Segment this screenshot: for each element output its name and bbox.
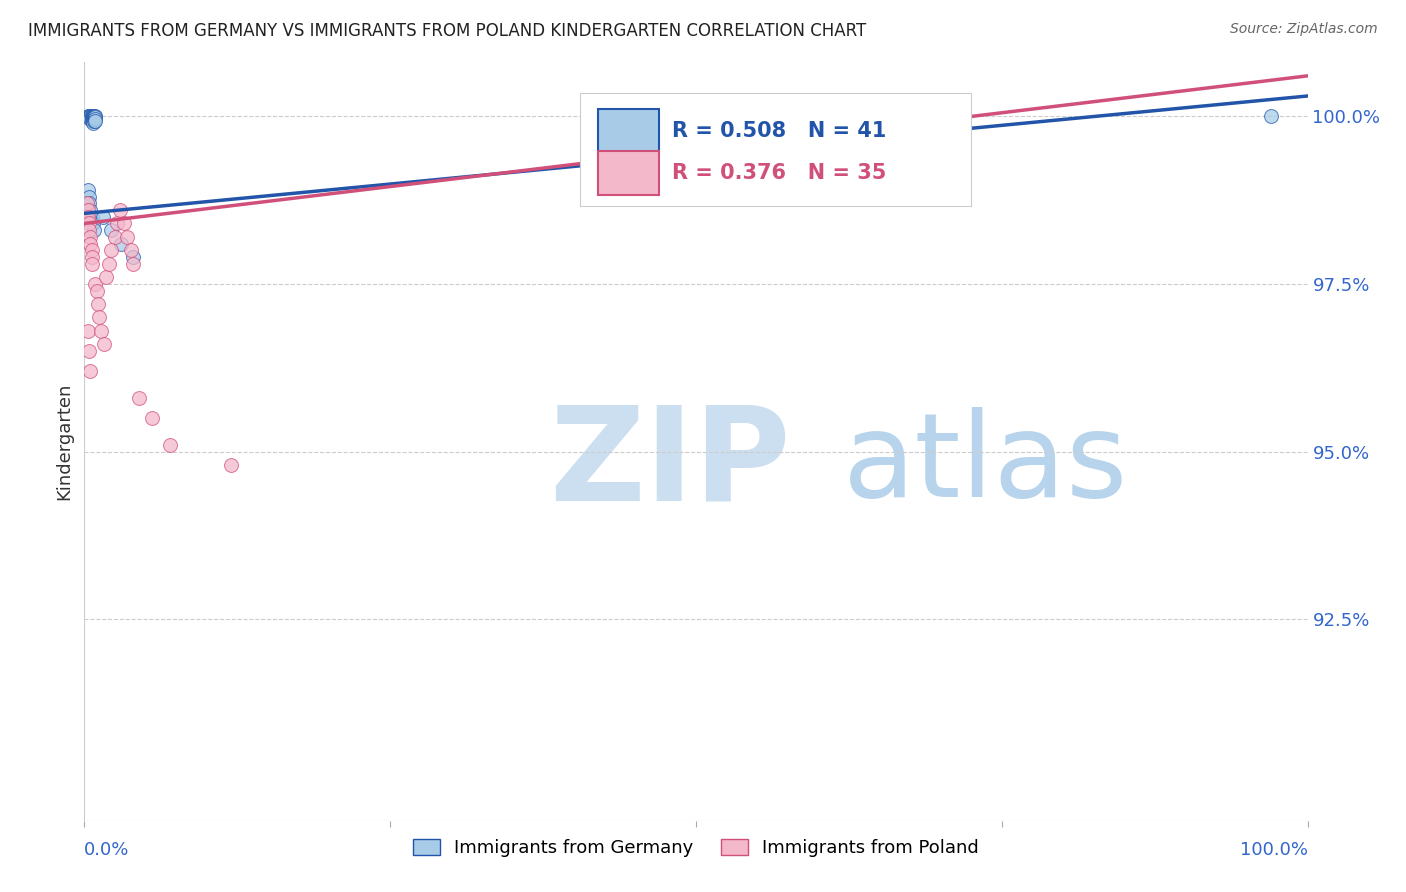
Point (112, 217, 135, 231)
Point (82, 116, 104, 130)
Point (115, 230, 138, 244)
Text: R = 0.508   N = 41: R = 0.508 N = 41 (672, 121, 886, 142)
Point (91, 210, 114, 224)
Point (120, 244, 142, 258)
Point (86, 284, 108, 298)
Point (219, 458, 242, 472)
Point (80, 113, 103, 128)
Point (128, 391, 150, 405)
Point (79, 364, 101, 378)
Point (77, 223, 100, 237)
Point (79, 230, 101, 244)
Legend: Immigrants from Germany, Immigrants from Poland: Immigrants from Germany, Immigrants from… (406, 832, 986, 864)
Point (747, 116, 769, 130)
Text: 100.0%: 100.0% (1240, 841, 1308, 859)
Point (77, 196, 100, 211)
Point (80, 250, 103, 264)
Point (87, 310, 110, 325)
Point (77, 217, 100, 231)
FancyBboxPatch shape (598, 151, 659, 195)
Point (77, 109, 100, 123)
Text: Source: ZipAtlas.com: Source: ZipAtlas.com (1230, 22, 1378, 37)
Point (77, 111, 100, 125)
Point (96, 270, 118, 285)
Point (83, 109, 105, 123)
Point (82, 109, 104, 123)
Point (77, 343, 100, 358)
Text: IMMIGRANTS FROM GERMANY VS IMMIGRANTS FROM POLAND KINDERGARTEN CORRELATION CHART: IMMIGRANTS FROM GERMANY VS IMMIGRANTS FR… (28, 22, 866, 40)
Point (82, 217, 104, 231)
Point (83, 223, 105, 237)
Text: 0.0%: 0.0% (84, 841, 129, 859)
Point (80, 257, 103, 271)
Point (84, 109, 107, 123)
Text: R = 0.376   N = 35: R = 0.376 N = 35 (672, 163, 886, 183)
FancyBboxPatch shape (579, 93, 972, 207)
Point (77, 202, 100, 217)
Text: atlas: atlas (842, 407, 1128, 522)
Y-axis label: Kindergarten: Kindergarten (55, 383, 73, 500)
Point (80, 109, 103, 123)
Point (80, 244, 103, 258)
Point (108, 202, 131, 217)
Point (77, 183, 100, 197)
Point (79, 112, 101, 127)
Point (105, 217, 128, 231)
FancyBboxPatch shape (598, 110, 659, 153)
Point (77, 210, 100, 224)
Point (83, 113, 105, 128)
Point (110, 236, 132, 251)
Point (80, 111, 103, 125)
Point (80, 210, 103, 224)
Point (83, 111, 105, 125)
Point (84, 113, 107, 128)
Point (83, 112, 105, 127)
Point (79, 109, 101, 123)
Point (84, 111, 107, 125)
Point (77, 324, 100, 338)
Point (79, 236, 101, 251)
Point (82, 112, 104, 127)
Point (80, 112, 103, 127)
Point (159, 438, 181, 452)
Point (685, 116, 707, 130)
Point (93, 337, 115, 351)
Point (77, 189, 100, 203)
Point (100, 223, 122, 237)
Point (122, 250, 145, 264)
Point (79, 202, 101, 217)
Point (122, 257, 145, 271)
Point (79, 111, 101, 125)
Point (141, 411, 163, 425)
Point (76, 196, 98, 211)
Text: ZIP: ZIP (550, 401, 790, 528)
Point (82, 111, 104, 125)
Point (82, 113, 104, 128)
Point (97, 257, 120, 271)
Point (77, 109, 100, 123)
Point (104, 230, 127, 244)
Point (84, 112, 107, 127)
Point (84, 277, 107, 291)
Point (87, 297, 110, 311)
Point (90, 324, 112, 338)
Point (1260, 109, 1282, 123)
Point (100, 244, 122, 258)
